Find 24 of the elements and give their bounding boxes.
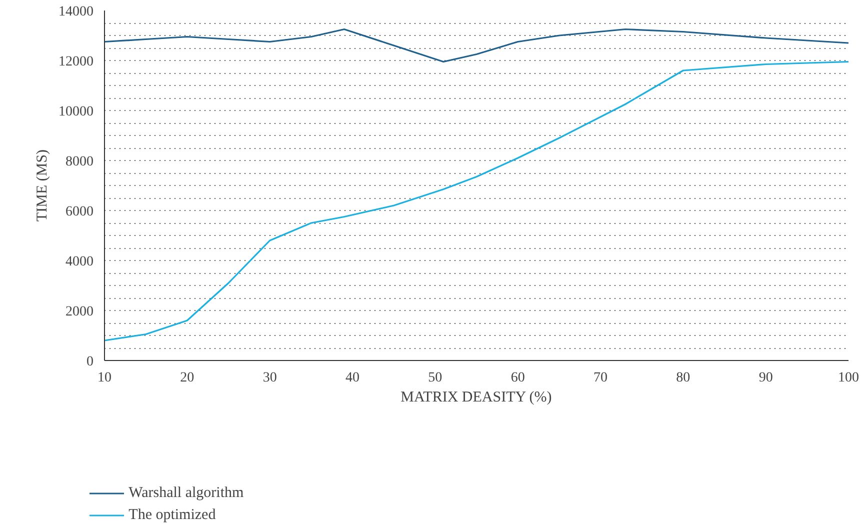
x-tick-label: 60 bbox=[510, 370, 525, 386]
x-tick-label: 20 bbox=[180, 370, 194, 386]
line-series bbox=[104, 60, 848, 342]
x-tick-label: 70 bbox=[594, 370, 608, 386]
x-tick-label: 80 bbox=[676, 370, 690, 386]
legend-label: Warshall algorithm bbox=[128, 484, 244, 502]
y-tick-label: 6000 bbox=[66, 204, 94, 220]
x-tick-label: 30 bbox=[262, 370, 277, 386]
x-tick-label: 90 bbox=[758, 370, 773, 386]
line-series bbox=[104, 28, 848, 63]
x-tick-label: 40 bbox=[346, 370, 360, 386]
y-tick-label: 12000 bbox=[58, 54, 94, 70]
x-axis-title: MATRIX DEASITY (%) bbox=[400, 390, 552, 406]
y-tick-label: 14000 bbox=[58, 4, 94, 20]
x-tick-label: 50 bbox=[428, 370, 442, 386]
y-tick-label: 0 bbox=[86, 354, 94, 370]
y-tick-label: 4000 bbox=[66, 254, 94, 270]
y-axis-title: TIME (MS) bbox=[34, 149, 50, 222]
x-tick-label: 10 bbox=[98, 370, 112, 386]
y-tick-label: 2000 bbox=[66, 304, 94, 320]
legend-label: The optimized bbox=[128, 506, 216, 524]
x-tick-label: 100 bbox=[838, 370, 859, 386]
y-tick-label: 10000 bbox=[58, 104, 94, 120]
y-tick-label: 8000 bbox=[66, 154, 94, 170]
